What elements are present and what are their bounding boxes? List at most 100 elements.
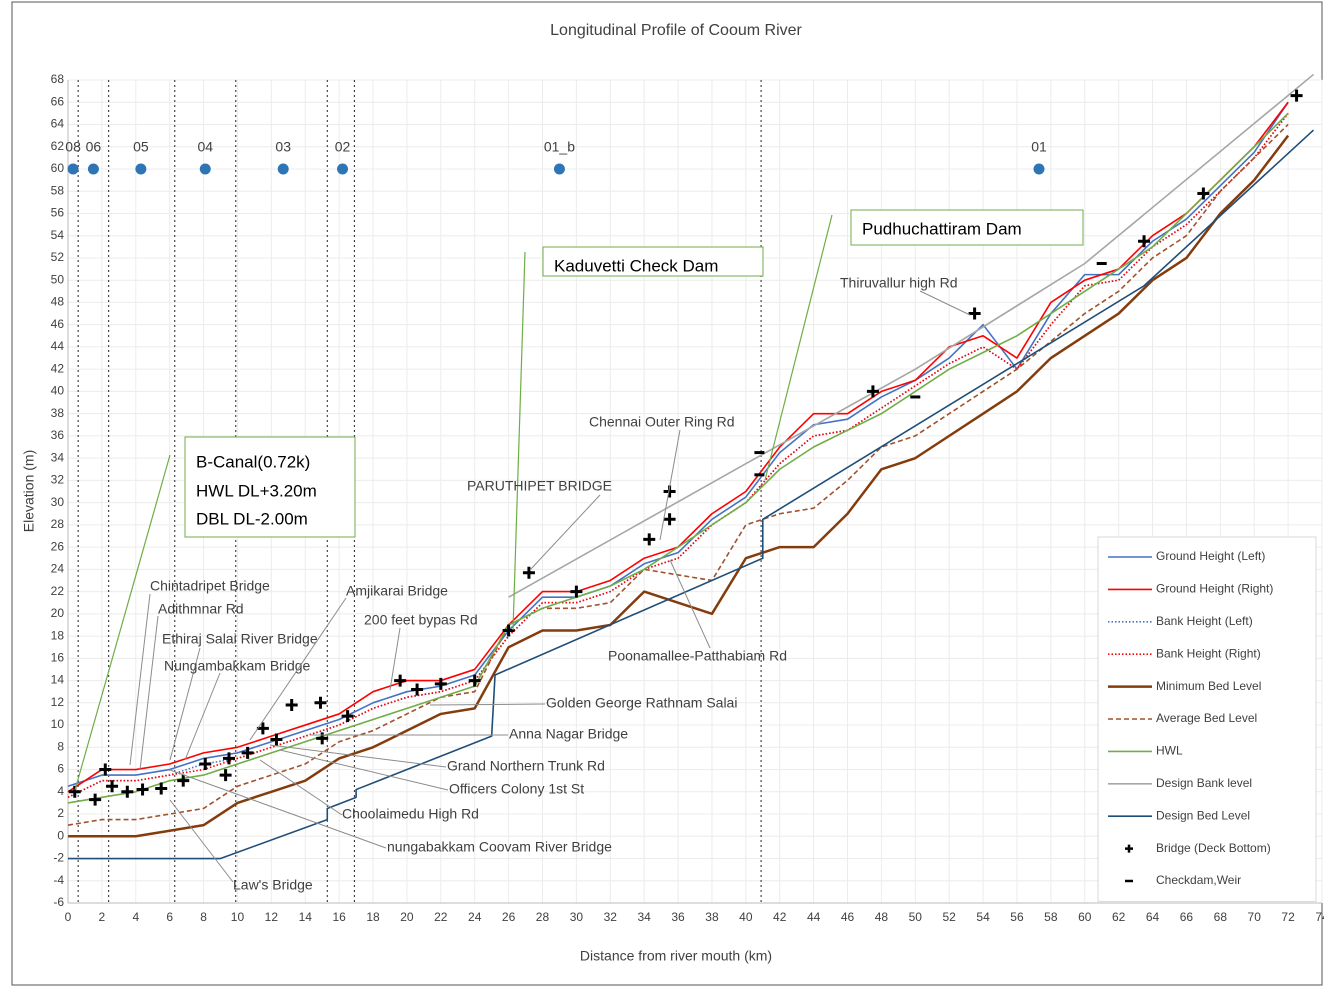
annotation-leader: [529, 494, 601, 571]
x-tick-label: 22: [434, 910, 448, 924]
y-tick-label: 56: [51, 206, 65, 220]
station-label: 05: [133, 139, 149, 155]
annotation-leader: [139, 615, 159, 771]
leader-line: [512, 251, 526, 631]
x-tick-label: 32: [604, 910, 618, 924]
y-tick-label: 68: [51, 72, 65, 86]
legend-label: Checkdam,Weir: [1156, 873, 1241, 887]
x-tick-label: 60: [1078, 910, 1092, 924]
station-label: 01: [1031, 139, 1047, 155]
annotation-leader: [669, 559, 711, 649]
annotation-leader: [659, 429, 681, 541]
annotation: Officers Colony 1st St: [449, 781, 584, 797]
y-tick-label: 52: [51, 250, 65, 264]
bridge-marker: [199, 757, 212, 770]
bridge-marker: [155, 782, 168, 795]
legend-label: Minimum Bed Level: [1156, 679, 1261, 693]
station-label: 03: [275, 139, 291, 155]
annotation: PARUTHIPET BRIDGE: [467, 478, 612, 494]
bridge-marker: [177, 774, 190, 787]
annotation: Nungambakkam Bridge: [164, 658, 311, 674]
x-tick-label: 0: [65, 910, 72, 924]
station-marker: [67, 163, 79, 175]
y-tick-label: 4: [57, 784, 64, 798]
text-box-line: HWL DL+3.20m: [196, 481, 317, 500]
x-tick-label: 58: [1044, 910, 1058, 924]
legend-label: Ground Height (Left): [1156, 549, 1265, 563]
chart-title: Longitudinal Profile of Cooum River: [550, 22, 802, 39]
series-line: [67, 112, 1289, 799]
x-tick-label: 36: [671, 910, 685, 924]
station-label: 01_b: [544, 139, 575, 155]
x-tick-label: 30: [570, 910, 584, 924]
x-tick-label: 28: [536, 910, 550, 924]
y-tick-label: 64: [51, 117, 65, 131]
y-tick-label: 10: [51, 717, 65, 731]
y-tick-label: 54: [51, 228, 65, 242]
bridge-marker: [270, 733, 283, 746]
y-tick-label: 24: [51, 562, 65, 576]
x-tick-label: 54: [976, 910, 990, 924]
x-tick-label: 70: [1248, 910, 1262, 924]
text-box: [850, 209, 1084, 246]
bridge-marker: [136, 783, 149, 796]
text-box-line: Kaduvetti Check Dam: [554, 256, 718, 275]
station-marker: [337, 163, 349, 175]
bridge-marker: [256, 722, 269, 735]
x-tick-label: 20: [400, 910, 414, 924]
station-marker: [553, 163, 565, 175]
y-tick-label: 36: [51, 428, 65, 442]
annotation: Chintadripet Bridge: [150, 578, 270, 594]
bridge-marker: [68, 785, 81, 798]
x-tick-label: 40: [739, 910, 753, 924]
annotation-leader: [169, 647, 201, 761]
station-label: 08: [65, 139, 81, 155]
legend-label: Design Bed Level: [1156, 808, 1250, 822]
x-tick-label: 26: [502, 910, 516, 924]
x-tick-label: 16: [332, 910, 346, 924]
x-tick-label: 8: [200, 910, 207, 924]
y-tick-label: -2: [53, 851, 64, 865]
bridge-marker: [643, 533, 656, 546]
y-tick-label: 50: [51, 272, 65, 286]
annotation-leader: [389, 627, 401, 691]
x-axis-title: Distance from river mouth (km): [580, 948, 772, 964]
annotation: Thiruvallur high Rd: [840, 275, 958, 291]
x-tick-label: 18: [366, 910, 380, 924]
y-tick-label: 66: [51, 94, 65, 108]
bridge-marker: [1290, 89, 1303, 102]
bridge-marker: [866, 385, 879, 398]
text-box-line: DBL DL-2.00m: [196, 509, 308, 528]
annotation-leader: [269, 744, 447, 768]
bridge-marker: [316, 732, 329, 745]
x-tick-label: 56: [1010, 910, 1024, 924]
bridge-marker: [106, 780, 119, 793]
x-tick-label: 68: [1214, 910, 1228, 924]
annotation: Grand Northern Trunk Rd: [447, 758, 605, 774]
x-tick-label: 6: [166, 910, 173, 924]
y-tick-label: 44: [51, 339, 65, 353]
annotation-leader: [129, 593, 151, 766]
legend-label: Bank Height (Right): [1156, 646, 1261, 660]
station-label: 06: [86, 139, 102, 155]
annotation: Law's Bridge: [233, 877, 313, 893]
annotation: Chennai Outer Ring Rd: [589, 414, 735, 430]
y-tick-label: 48: [51, 295, 65, 309]
annotation: Amjikarai Bridge: [346, 583, 448, 599]
annotation-leader: [169, 769, 387, 849]
x-tick-label: 4: [132, 910, 139, 924]
bridge-marker: [411, 683, 424, 696]
station-label: 02: [335, 139, 351, 155]
series-line: [68, 134, 1290, 838]
x-tick-label: 12: [265, 910, 279, 924]
series-line: [67, 101, 1289, 787]
bridge-marker: [341, 710, 354, 723]
annotation: Adithmnar Rd: [158, 601, 244, 617]
series-line: [508, 73, 1315, 598]
x-tick-label: 38: [705, 910, 719, 924]
x-tick-label: 74: [1315, 910, 1324, 924]
legend-label: HWL: [1156, 744, 1183, 758]
y-tick-label: 8: [57, 739, 64, 753]
annotation: Choolaimedu High Rd: [342, 806, 479, 822]
